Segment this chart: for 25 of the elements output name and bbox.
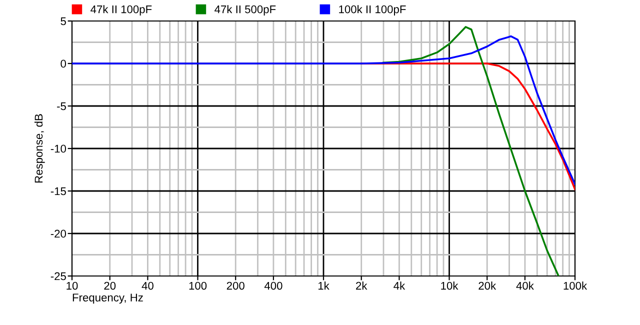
y-axis-title: Response, dB [34, 114, 45, 182]
x-tick-label: 4k [394, 282, 406, 290]
y-tick-label: 0 [60, 60, 66, 68]
x-tick-label: 200 [226, 282, 244, 290]
x-tick-label: 100k [564, 282, 588, 290]
x-tick-label: 400 [264, 282, 282, 290]
y-tick-label: -20 [50, 230, 66, 238]
y-tick-label: -25 [50, 272, 66, 280]
legend-label: 47k II 500pF [214, 5, 276, 16]
x-tick-label: 40 [142, 282, 154, 290]
x-tick-label: 1k [318, 282, 330, 290]
y-tick-label: 5 [60, 17, 66, 26]
x-axis-title: Frequency, Hz [72, 294, 143, 304]
x-tick-label: 40k [516, 282, 534, 290]
x-tick-label: 10k [441, 282, 458, 290]
y-tick-label: -15 [50, 187, 66, 196]
y-tick-label: -10 [50, 144, 66, 153]
x-tick-label: 100 [189, 282, 207, 290]
x-tick-label: 20k [478, 282, 496, 290]
legend-label: 47k II 100pF [90, 5, 152, 16]
x-tick-label: 2k [356, 282, 368, 290]
legend-label: 100k II 100pF [339, 5, 406, 16]
x-tick-label: 20 [104, 282, 116, 290]
y-tick-label: -5 [57, 102, 66, 110]
x-tick-label: 10 [66, 282, 78, 290]
